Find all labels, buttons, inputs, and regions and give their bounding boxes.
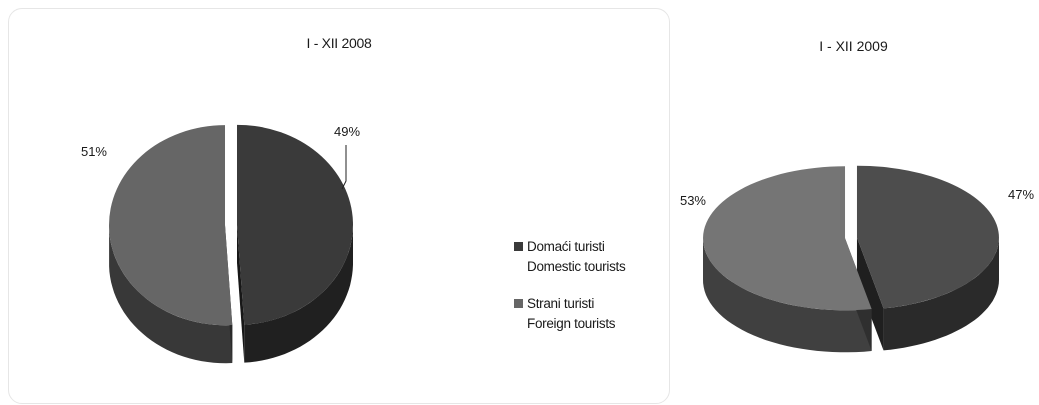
pie-slice-wall-0 — [244, 226, 353, 363]
legend-swatch-domestic — [514, 242, 523, 251]
legend-label-foreign: Strani turisti — [527, 296, 595, 311]
pie-slice-wall-1 — [703, 237, 872, 353]
legend-item-domestic: Domaći turisti Domestic tourists — [514, 237, 664, 277]
pie-slice-0 — [856, 165, 999, 309]
pie-slice-wall-0 — [883, 238, 999, 351]
legend-label-domestic: Domaći turisti — [527, 239, 605, 254]
pie-data-label-1: 53% — [680, 193, 706, 208]
pie-data-label-0: 47% — [1008, 187, 1034, 202]
chart-panel-2009: I - XII 2009 47% 53% — [676, 8, 1034, 402]
pie-slice-1 — [703, 166, 872, 311]
legend-label-foreign-en: Foreign tourists — [527, 316, 616, 331]
pie-slice-1 — [109, 125, 233, 326]
pie-leader-line-0 — [341, 145, 347, 190]
chart-panel-2008: I - XII 2008 49% 51% Domaći turisti Domes… — [8, 8, 670, 404]
pie-slice-cut-0-1 — [856, 237, 884, 351]
legend: Domaći turisti Domestic tourists Strani … — [514, 237, 664, 351]
pie-slice-cut-0-1 — [236, 224, 245, 363]
pie-data-label-0: 49% — [334, 124, 360, 139]
legend-item-foreign: Strani turisti Foreign tourists — [514, 294, 664, 334]
pie-chart-2009: 47% 53% — [680, 165, 1034, 353]
pie-data-label-1: 51% — [81, 144, 107, 159]
pie-slice-wall-1 — [109, 228, 233, 364]
legend-label-domestic-en: Domestic tourists — [527, 259, 626, 274]
legend-swatch-foreign — [514, 299, 523, 308]
chart-title-2008: I - XII 2008 — [306, 35, 372, 51]
chart-title-2009: I - XII 2009 — [819, 38, 888, 54]
pie-chart-2008: 49% 51% — [81, 124, 360, 364]
pie-slice-0 — [236, 124, 353, 325]
